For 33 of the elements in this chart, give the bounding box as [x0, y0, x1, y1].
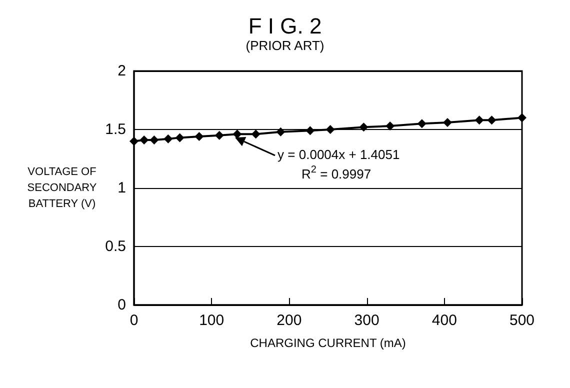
x-tick-label: 300: [354, 312, 380, 329]
point: [487, 116, 496, 125]
y-axis-title: VOLTAGE OF SECONDARY BATTERY (V): [27, 166, 98, 210]
x-tick-label: 100: [199, 312, 224, 329]
point: [251, 130, 260, 139]
y-tick-label: 0: [118, 296, 126, 314]
point: [326, 125, 335, 134]
x-tick-label: 200: [276, 312, 302, 329]
point: [417, 119, 426, 128]
point: [306, 126, 315, 136]
x-axis-title: CHARGING CURRENT (mA): [250, 336, 406, 350]
point: [150, 136, 159, 145]
y-tick-label: 2: [118, 62, 126, 80]
point: [276, 127, 286, 136]
point: [175, 133, 184, 142]
point: [359, 122, 368, 132]
point: [130, 136, 138, 146]
chart-subtitle: (PRIOR ART): [246, 38, 324, 53]
x-tick-label: 0: [130, 312, 138, 329]
point: [194, 132, 204, 142]
point: [164, 134, 173, 144]
point: [443, 118, 452, 127]
x-tick-label: 400: [432, 312, 457, 329]
point: [386, 121, 395, 130]
y-tick-label: 1: [118, 180, 126, 196]
point: [214, 130, 224, 140]
annotation: y = 0.0004x + 1.4051: [278, 147, 400, 162]
x-tick-label: 500: [509, 312, 535, 329]
y-tick-label: 1.5: [105, 121, 126, 138]
y-tick-label: 0.5: [105, 238, 126, 255]
point: [474, 116, 484, 125]
point: [518, 113, 526, 122]
chart-title: F I G. 2: [248, 14, 322, 38]
